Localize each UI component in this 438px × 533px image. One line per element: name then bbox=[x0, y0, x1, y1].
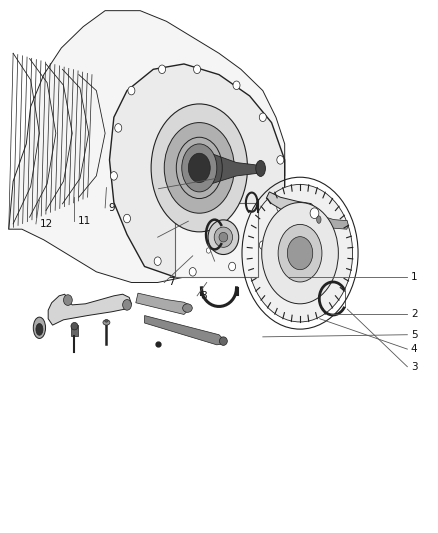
Circle shape bbox=[259, 241, 266, 249]
Bar bbox=[71, 325, 78, 336]
Ellipse shape bbox=[287, 237, 313, 270]
Text: 4: 4 bbox=[411, 344, 417, 354]
Polygon shape bbox=[199, 149, 263, 188]
Circle shape bbox=[110, 172, 117, 180]
Ellipse shape bbox=[183, 304, 192, 312]
Ellipse shape bbox=[33, 317, 46, 338]
Circle shape bbox=[233, 81, 240, 90]
Ellipse shape bbox=[278, 224, 322, 282]
Ellipse shape bbox=[188, 153, 210, 182]
Text: 7: 7 bbox=[168, 278, 174, 287]
Circle shape bbox=[277, 156, 284, 164]
Text: 10: 10 bbox=[219, 174, 232, 183]
Ellipse shape bbox=[219, 232, 228, 242]
Text: 1: 1 bbox=[411, 272, 417, 282]
Ellipse shape bbox=[256, 160, 265, 176]
Circle shape bbox=[206, 248, 211, 253]
Text: 3: 3 bbox=[411, 362, 417, 372]
Polygon shape bbox=[110, 64, 285, 277]
Text: 6: 6 bbox=[218, 256, 225, 266]
Polygon shape bbox=[319, 215, 348, 229]
Text: 11: 11 bbox=[78, 216, 91, 226]
Circle shape bbox=[310, 208, 319, 219]
Circle shape bbox=[277, 204, 284, 212]
Ellipse shape bbox=[208, 220, 239, 255]
Text: 4: 4 bbox=[161, 232, 168, 242]
Ellipse shape bbox=[36, 324, 43, 335]
Ellipse shape bbox=[71, 322, 78, 330]
Polygon shape bbox=[48, 294, 131, 325]
Ellipse shape bbox=[247, 184, 353, 322]
Circle shape bbox=[194, 65, 201, 74]
Text: 8: 8 bbox=[201, 291, 207, 301]
Circle shape bbox=[154, 257, 161, 265]
Ellipse shape bbox=[262, 203, 338, 304]
Circle shape bbox=[64, 295, 72, 305]
Polygon shape bbox=[266, 192, 318, 219]
Text: 9: 9 bbox=[109, 203, 115, 213]
Polygon shape bbox=[145, 316, 224, 345]
Ellipse shape bbox=[151, 104, 247, 232]
Circle shape bbox=[124, 214, 131, 223]
Circle shape bbox=[123, 300, 131, 310]
Text: 2: 2 bbox=[411, 310, 417, 319]
Circle shape bbox=[189, 268, 196, 276]
Text: 5: 5 bbox=[411, 330, 417, 340]
Circle shape bbox=[229, 262, 236, 271]
Circle shape bbox=[128, 86, 135, 95]
Ellipse shape bbox=[164, 123, 234, 213]
Ellipse shape bbox=[317, 216, 321, 223]
Text: 12: 12 bbox=[39, 219, 53, 229]
Circle shape bbox=[159, 65, 166, 74]
Bar bbox=[175, 203, 258, 277]
Circle shape bbox=[115, 124, 122, 132]
Polygon shape bbox=[9, 11, 285, 282]
Ellipse shape bbox=[219, 337, 227, 345]
Polygon shape bbox=[136, 293, 189, 314]
Ellipse shape bbox=[103, 320, 110, 325]
Ellipse shape bbox=[182, 144, 217, 192]
Ellipse shape bbox=[105, 319, 108, 322]
Circle shape bbox=[259, 113, 266, 122]
Ellipse shape bbox=[214, 227, 233, 247]
